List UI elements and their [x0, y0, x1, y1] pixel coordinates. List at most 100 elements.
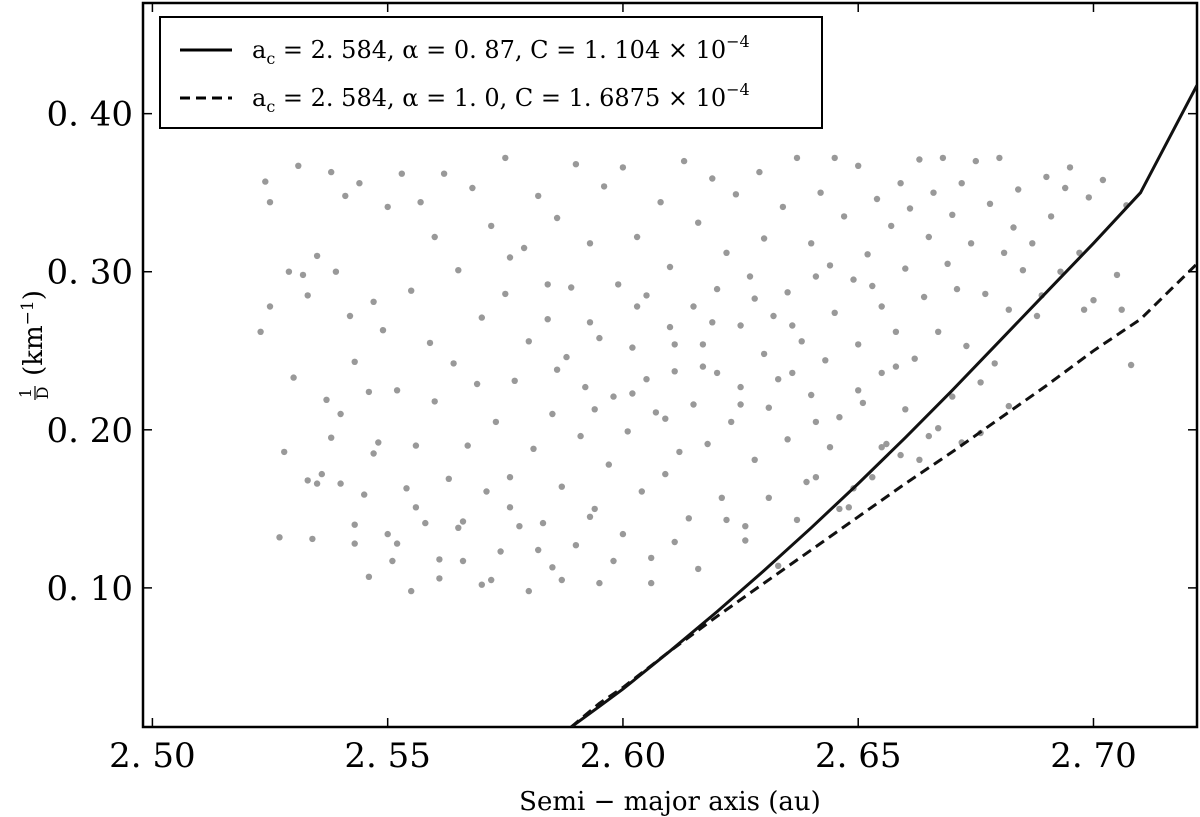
scatter-point: [384, 203, 391, 211]
y-tick-label: 0. 30: [46, 253, 133, 293]
scatter-point: [478, 581, 485, 588]
scatter-point: [662, 470, 669, 478]
scatter-point: [925, 432, 932, 440]
scatter-point: [582, 383, 589, 391]
scatter-point: [619, 164, 627, 171]
scatter-point: [1113, 271, 1121, 279]
scatter-point: [728, 418, 735, 426]
scatter-point: [440, 170, 448, 177]
scatter-point: [869, 474, 876, 481]
scatter-point: [535, 546, 542, 554]
scatter-point: [309, 535, 316, 543]
scatter-point: [713, 369, 721, 377]
legend-box: [159, 16, 823, 129]
scatter-point: [699, 341, 707, 348]
scatter-point: [346, 312, 354, 320]
legend-entry-label: ac = 2. 584, α = 1. 0, C = 1. 6875 × 10−…: [252, 80, 750, 116]
scatter-point: [393, 387, 401, 394]
scatter-point: [953, 285, 961, 293]
scatter-points: [257, 154, 1135, 595]
scatter-point: [431, 233, 438, 241]
scatter-point: [935, 328, 942, 335]
scatter-point: [553, 366, 561, 373]
scatter-point: [1085, 194, 1093, 201]
scatter-point: [930, 189, 937, 196]
scatter-point: [384, 530, 391, 538]
scatter-point: [808, 391, 815, 399]
scatter-point: [370, 298, 377, 305]
y-tick-label: 0. 40: [46, 95, 133, 135]
y-axis-label-unit: (km−1): [18, 290, 49, 376]
scatter-point: [742, 537, 749, 544]
scatter-point: [1005, 306, 1012, 313]
dashed-curve-line: [570, 262, 1197, 727]
scatter-point: [996, 154, 1003, 162]
scatter-point: [836, 414, 843, 421]
scatter-point: [365, 388, 373, 396]
scatter-point: [789, 369, 796, 377]
scatter-point: [304, 477, 311, 484]
scatter-point: [883, 440, 890, 448]
scatter-point: [737, 383, 744, 391]
scatter-point: [916, 456, 923, 463]
x-tick-label: 2. 65: [815, 736, 902, 776]
scatter-point: [266, 303, 274, 310]
scatter-point: [563, 353, 570, 361]
scatter-point: [643, 292, 650, 299]
scatter-point: [737, 322, 744, 329]
scatter-point: [869, 282, 876, 290]
scatter-point: [671, 341, 678, 348]
scatter-point: [633, 303, 641, 310]
y-axis-label-denominator: D: [33, 387, 52, 400]
scatter-point: [502, 154, 509, 162]
scatter-point: [596, 334, 603, 342]
scatter-point: [506, 504, 514, 511]
scatter-point: [671, 368, 678, 375]
scatter-point: [892, 328, 900, 335]
x-tick-label: 2. 50: [109, 736, 196, 776]
scatter-point: [262, 178, 269, 185]
scatter-point: [436, 575, 443, 582]
scatter-point: [822, 357, 829, 364]
scatter-point: [544, 316, 551, 323]
scatter-point: [520, 244, 528, 252]
scatter-point: [572, 161, 580, 168]
scatter-point: [544, 281, 551, 288]
scatter-point: [502, 290, 509, 298]
scatter-point: [1047, 213, 1055, 220]
scatter-point: [633, 233, 641, 241]
scatter-point: [586, 240, 594, 247]
scatter-point: [596, 579, 603, 587]
scatter-point: [751, 456, 758, 463]
scatter-point: [629, 344, 636, 351]
scatter-point: [695, 565, 702, 573]
scatter-point: [1062, 184, 1069, 192]
scatter-point: [793, 154, 801, 162]
y-axis-label: 1 D (km−1): [16, 290, 52, 400]
scatter-point: [723, 516, 730, 524]
scatter-point: [624, 428, 631, 435]
scatter-point: [431, 398, 438, 405]
x-tick-label: 2. 70: [1050, 736, 1137, 776]
scatter-point: [977, 379, 984, 386]
scatter-point: [760, 350, 768, 358]
scatter-point: [530, 445, 537, 452]
scatter-point: [685, 515, 692, 522]
scatter-point: [417, 199, 424, 206]
scatter-point: [492, 418, 500, 426]
scatter-point: [506, 474, 514, 481]
scatter-point: [831, 309, 838, 316]
scatter-point: [412, 442, 420, 449]
scatter-point: [445, 475, 452, 482]
scatter-point: [455, 524, 462, 531]
scatter-point: [1000, 249, 1008, 256]
x-axis-ticks: 2. 50 2. 55 2. 60 2. 65 2. 70: [109, 3, 1137, 776]
scatter-point: [629, 390, 636, 397]
scatter-point: [850, 276, 857, 283]
scatter-point: [840, 213, 848, 220]
scatter-point: [375, 439, 382, 446]
scatter-point: [450, 360, 457, 367]
scatter-point: [342, 192, 349, 200]
scatter-point: [944, 260, 951, 267]
